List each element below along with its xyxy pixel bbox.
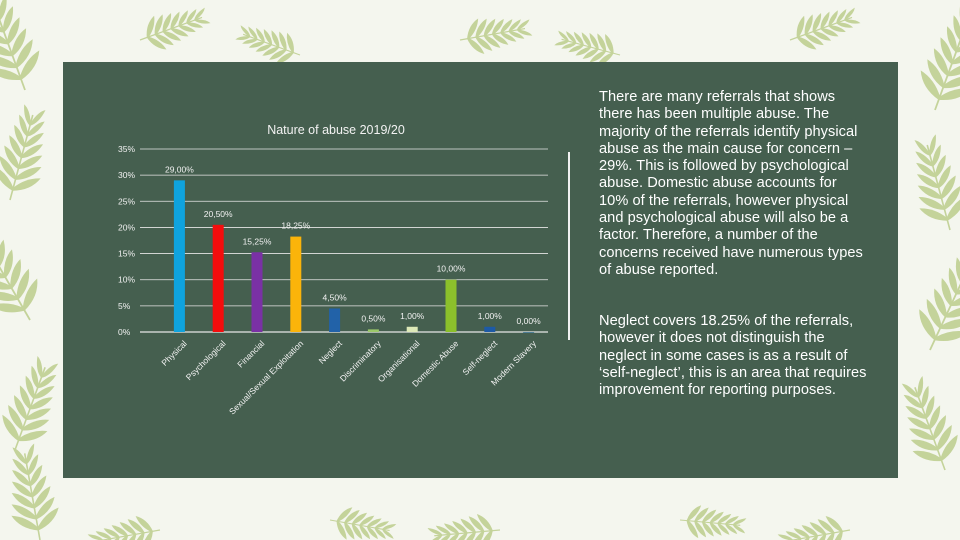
fern-frond: [679, 505, 747, 539]
fern-frond: [427, 513, 501, 540]
fern-frond: [235, 25, 301, 64]
fern-frond: [459, 18, 533, 54]
fern-frond: [329, 507, 397, 540]
bar: [329, 308, 341, 332]
neglect-paragraph: Neglect covers 18.25% of the referrals, …: [599, 313, 867, 399]
fern-frond: [554, 30, 621, 66]
bar: [290, 236, 302, 332]
data-label: 1,00%: [478, 311, 503, 321]
data-label: 10,00%: [437, 264, 466, 274]
data-label: 1,00%: [400, 311, 425, 321]
fern-frond: [777, 516, 851, 540]
y-tick-label: 15%: [118, 249, 135, 259]
bar: [445, 279, 457, 332]
x-tick-label: Neglect: [317, 338, 345, 366]
x-tick-label: Physical: [159, 338, 189, 368]
fern-frond: [901, 376, 958, 471]
x-tick-label: Financial: [235, 338, 266, 369]
bar: [484, 326, 496, 332]
fern-frond: [0, 0, 40, 91]
y-tick-label: 0%: [118, 327, 131, 337]
bar: [406, 326, 418, 332]
fern-frond: [0, 233, 38, 321]
content-panel: [63, 62, 898, 478]
fern-frond: [0, 104, 46, 201]
vertical-divider: [568, 152, 570, 340]
fern-frond: [2, 356, 59, 451]
data-label: 29,00%: [165, 164, 194, 174]
fern-frond: [139, 7, 211, 50]
data-label: 18,25%: [281, 221, 310, 231]
y-tick-label: 10%: [118, 275, 135, 285]
y-tick-label: 30%: [118, 170, 135, 180]
y-tick-label: 5%: [118, 301, 131, 311]
x-tick-label: Self-neglect: [460, 338, 499, 377]
data-label: 0,00%: [517, 316, 542, 326]
data-label: 0,50%: [361, 313, 386, 323]
data-label: 15,25%: [243, 236, 272, 246]
fern-frond: [789, 7, 861, 50]
fern-frond: [87, 516, 161, 540]
fern-frond: [920, 4, 960, 111]
fern-frond: [919, 257, 960, 351]
x-tick-label: Psychological: [184, 338, 228, 382]
y-tick-label: 25%: [118, 196, 135, 206]
data-label: 20,50%: [204, 209, 233, 219]
bar: [523, 332, 535, 333]
data-label: 4,50%: [323, 292, 348, 302]
bar: [367, 329, 379, 332]
chart-title: Nature of abuse 2019/20: [267, 123, 405, 137]
fern-frond: [914, 134, 960, 231]
bar: [173, 180, 185, 332]
abuse-bar-chart: Nature of abuse 2019/20 0% 5% 10% 15% 20% 25% 3…: [118, 123, 548, 417]
bar: [212, 224, 224, 332]
summary-paragraph: There are many referrals that shows ther…: [599, 89, 863, 278]
y-tick-label: 20%: [118, 222, 135, 232]
bar: [251, 252, 263, 332]
x-tick-label: Sexual/Sexual Exploitation: [227, 338, 305, 416]
fern-frond: [11, 443, 59, 540]
y-tick-label: 35%: [118, 144, 135, 154]
